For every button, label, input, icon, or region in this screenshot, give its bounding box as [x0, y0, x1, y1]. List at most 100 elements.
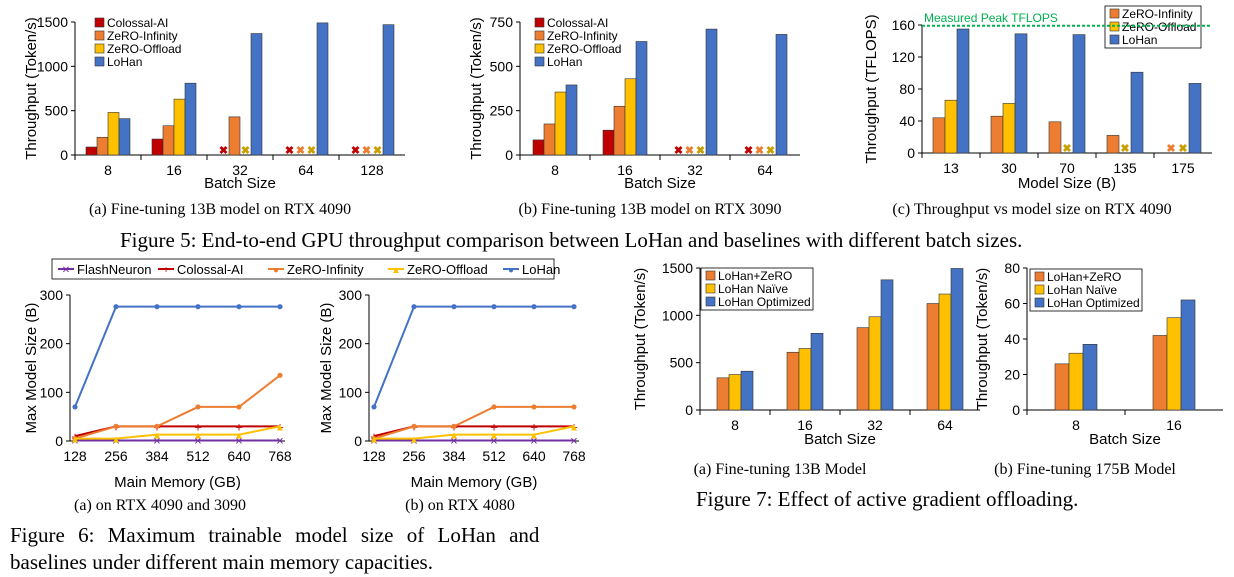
legend-label: LoHan+ZeRO	[718, 269, 792, 283]
legend-swatch	[705, 296, 716, 307]
x-axis-title: Main Memory (GB)	[411, 474, 538, 491]
legend-swatch	[94, 56, 105, 67]
y-axis-title: Throughput (Token/s)	[632, 268, 649, 411]
legend-swatch	[1109, 34, 1120, 45]
bar	[162, 125, 175, 156]
point-marker: ▲	[234, 431, 244, 442]
point-marker	[531, 404, 537, 410]
point-marker	[113, 304, 119, 310]
caption-7a: (a) Fine-tuning 13B Model	[693, 461, 867, 478]
oom-marker: ✖	[285, 145, 294, 157]
legend-box	[1104, 5, 1202, 49]
point-marker: ✕	[112, 437, 120, 448]
caption-6b: (b) on RTX 4080	[405, 497, 515, 514]
point-marker: +	[530, 419, 538, 434]
y-tick-label: 0	[55, 433, 63, 449]
y-tick-label: 200	[339, 336, 363, 352]
y-tick-label: 60	[1004, 296, 1020, 312]
point-marker	[571, 404, 577, 410]
point-marker	[491, 304, 497, 310]
bar	[96, 136, 109, 156]
legend-label: ZeRO-Offload	[547, 42, 621, 56]
y-axis-title: Throughput (Token/s)	[23, 17, 40, 160]
y-tick-label: 40	[899, 113, 915, 129]
x-tick-label: 32	[867, 417, 883, 433]
x-tick-label: 16	[1166, 417, 1182, 433]
bar	[1068, 352, 1084, 411]
bar	[1106, 135, 1120, 154]
x-tick-label: 70	[1059, 160, 1075, 176]
legend-label: ZeRO-Offload	[1122, 20, 1196, 34]
legend-swatch	[94, 30, 105, 41]
caption-5a: (a) Fine-tuning 13B model on RTX 4090	[88, 201, 352, 218]
point-marker	[236, 304, 242, 310]
y-tick-label: 0	[60, 147, 68, 163]
legend-marker: ●	[273, 265, 279, 276]
point-marker: ▲	[569, 422, 579, 433]
y-tick-label: 0	[685, 402, 693, 418]
x-tick-label: 16	[617, 162, 633, 178]
y-tick-label: 80	[1004, 260, 1020, 276]
x-axis-title: Batch Size	[204, 175, 276, 192]
legend-label: ZeRO-Infinity	[547, 29, 618, 43]
chart-5c: 0 40 80 120 160 Throughput (TFLOPS) 13 30 70 ✖ 135…	[863, 5, 1212, 192]
y-tick-label: 1500	[37, 14, 68, 30]
x-axis-title: Batch Size	[624, 175, 696, 192]
oom-marker: ✖	[296, 145, 305, 157]
oom-marker: ✖	[755, 145, 764, 157]
legend-label: ZeRO-Infinity	[287, 262, 364, 277]
x-tick-label: 512	[186, 448, 210, 464]
series-line	[74, 374, 281, 440]
oom-marker: ✖	[1166, 143, 1175, 155]
x-tick-label: 512	[482, 448, 506, 464]
oom-marker: ✖	[373, 145, 382, 157]
legend-marker: ✕	[62, 265, 70, 276]
point-marker: ▲	[275, 422, 285, 433]
legend-swatch	[1034, 271, 1045, 282]
x-tick-label: 32	[687, 162, 703, 178]
point-marker: ✕	[490, 437, 498, 448]
x-tick-label: 16	[797, 417, 813, 433]
y-tick-label: 200	[40, 336, 64, 352]
point-marker: ✕	[71, 437, 79, 448]
oom-marker: ✖	[744, 145, 753, 157]
legend-label: Colossal-AI	[547, 16, 608, 30]
bar	[602, 129, 615, 156]
point-marker	[154, 304, 160, 310]
y-tick-label: 500	[670, 355, 694, 371]
series-line	[374, 425, 575, 440]
x-tick-label: 640	[227, 448, 251, 464]
caption-6a: (a) on RTX 4090 and 3090	[74, 497, 246, 514]
figure-6-caption-line2: baselines under different main memory ca…	[10, 550, 433, 574]
oom-marker: ✖	[1120, 143, 1129, 155]
x-tick-label: 384	[145, 448, 169, 464]
x-axis-title: Main Memory (GB)	[114, 474, 241, 491]
y-tick-label: 1500	[662, 260, 693, 276]
legend-box	[700, 267, 814, 311]
x-tick-label: 8	[1072, 417, 1080, 433]
x-axis-title: Batch Size	[804, 431, 876, 448]
legend-swatch	[1034, 297, 1045, 308]
point-marker	[411, 423, 417, 429]
bar	[716, 377, 730, 411]
bar	[810, 333, 824, 411]
x-tick-label: 256	[104, 448, 128, 464]
y-tick-label: 300	[40, 287, 64, 303]
point-marker	[154, 423, 160, 429]
bar	[1014, 33, 1028, 154]
bar	[173, 98, 186, 156]
point-marker: ✕	[194, 437, 202, 448]
bar	[613, 105, 626, 156]
point-marker: +	[194, 419, 202, 434]
bar	[775, 34, 788, 156]
y-tick-label: 1000	[662, 307, 693, 323]
x-tick-label: 135	[1113, 160, 1137, 176]
point-marker: ▲	[152, 431, 162, 442]
bar	[184, 82, 197, 156]
oom-marker: ✖	[1062, 143, 1071, 155]
y-tick-label: 20	[1004, 367, 1020, 383]
legend-label: LoHan Naïve	[1047, 283, 1117, 297]
legend-swatch	[534, 17, 545, 28]
bar	[1054, 363, 1070, 411]
